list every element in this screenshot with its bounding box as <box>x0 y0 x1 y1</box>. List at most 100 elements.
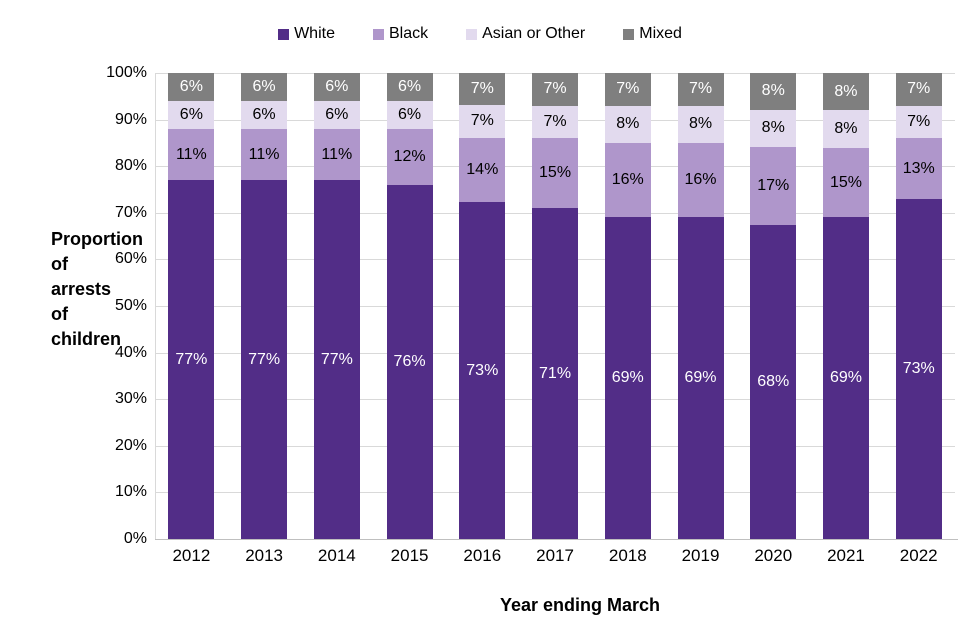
y-axis-title: Proportion of arrests of children <box>2 227 143 352</box>
bar-column-2013: 77% 11% 6% 6% <box>228 73 301 539</box>
x-tick-label: 2012 <box>172 546 211 565</box>
data-label: 7% <box>470 80 494 98</box>
y-tick-label: 0% <box>123 530 147 547</box>
data-label: 76% <box>393 352 426 370</box>
bar-segment-asian-or-other: 6% <box>168 100 215 129</box>
y-axis-line <box>155 73 156 539</box>
data-label: 8% <box>761 119 785 137</box>
legend-swatch-icon <box>372 28 384 40</box>
data-label: 77% <box>320 350 353 368</box>
bar-segment-mixed: 7% <box>532 73 579 106</box>
bar-segment-mixed: 7% <box>604 73 651 106</box>
data-label: 68% <box>757 373 790 391</box>
legend-label: White <box>294 25 335 42</box>
data-label: 73% <box>902 359 935 377</box>
bar-segment-mixed: 8% <box>822 73 869 111</box>
bar-segment-asian-or-other: 8% <box>677 105 724 143</box>
bar-segment-white: 77% <box>313 180 360 539</box>
bar-segment-black: 14% <box>459 137 506 203</box>
data-label: 8% <box>688 115 713 133</box>
data-label: 71% <box>539 364 572 382</box>
bar-segment-black: 16% <box>604 142 651 218</box>
legend-swatch-icon <box>466 28 478 40</box>
data-label: 15% <box>829 173 862 191</box>
bar-segment-mixed: 7% <box>677 73 724 106</box>
bar-segment-asian-or-other: 8% <box>750 109 797 147</box>
bar-segment-black: 13% <box>895 138 942 199</box>
bar-segment-white: 77% <box>241 180 288 539</box>
bars-container: 77% 11% 6% 6% 77% 11% 6% 6% 77% 11% 6% 6% 76% 12% 6% 6%… <box>155 73 955 539</box>
y-tick-label: 70% <box>114 203 147 221</box>
data-label: 8% <box>834 82 858 100</box>
data-label: 7% <box>616 80 640 98</box>
bar-column-2014: 77% 11% 6% 6% <box>300 73 373 539</box>
data-label: 6% <box>179 78 203 95</box>
data-label: 11% <box>321 145 353 163</box>
bar-segment-black: 11% <box>168 128 215 181</box>
bar-column-2018: 69% 16% 8% 7% <box>591 73 664 539</box>
legend-item: Black <box>372 25 429 43</box>
x-axis-labels: 2012 2013 2014 2015 2016 2017 2018 2019 2020 2021… <box>155 546 955 566</box>
bar-column-2020: 68% 17% 8% 8% <box>737 73 810 539</box>
data-label: 69% <box>684 369 717 387</box>
y-axis-title-text: Proportion of arrests of children <box>51 229 143 349</box>
bar-segment-white: 69% <box>677 217 724 539</box>
bar-segment-asian-or-other: 7% <box>459 105 506 138</box>
bar-segment-black: 15% <box>532 138 579 209</box>
bar-column-2021: 69% 15% 8% 8% <box>810 73 883 539</box>
data-label: 6% <box>398 105 422 123</box>
bar-segment-white: 76% <box>386 184 433 539</box>
data-label: 77% <box>248 350 281 368</box>
data-label: 7% <box>543 80 567 98</box>
legend-label: Mixed <box>639 25 682 42</box>
data-label: 11% <box>248 145 280 163</box>
legend-label: Black <box>388 25 429 42</box>
y-tick-label: 10% <box>114 483 147 501</box>
data-label: 6% <box>252 105 276 123</box>
bar-column-2016: 73% 14% 7% 7% <box>446 73 519 539</box>
bar-segment-white: 69% <box>604 217 651 539</box>
data-label: 6% <box>179 105 203 123</box>
bar-segment-black: 11% <box>241 128 288 181</box>
x-tick-label: 2020 <box>754 546 793 565</box>
bar-segment-black: 15% <box>822 147 869 218</box>
x-tick-label: 2021 <box>827 546 865 565</box>
data-label: 13% <box>902 159 935 177</box>
bar-segment-asian-or-other: 8% <box>822 110 869 148</box>
data-label: 8% <box>834 119 858 137</box>
y-tick-label: 100% <box>106 64 147 81</box>
bar-segment-white: 71% <box>532 208 579 539</box>
bar-segment-white: 73% <box>895 198 942 539</box>
x-tick-label: 2013 <box>245 546 284 565</box>
bar-segment-asian-or-other: 6% <box>386 100 433 129</box>
legend-swatch-icon <box>278 28 290 40</box>
data-label: 17% <box>757 177 790 195</box>
data-label: 15% <box>539 164 572 182</box>
bar-segment-asian-or-other: 6% <box>241 100 288 129</box>
data-label: 69% <box>611 369 644 387</box>
bar-segment-mixed: 7% <box>895 73 942 106</box>
data-label: 77% <box>175 350 208 368</box>
bar-segment-black: 11% <box>313 128 360 181</box>
x-axis-title: Year ending March <box>499 595 661 615</box>
bar-segment-mixed: 6% <box>168 73 215 101</box>
y-tick-label: 60% <box>114 250 147 268</box>
legend-item: Asian or Other <box>466 25 585 43</box>
bar-column-2012: 77% 11% 6% 6% <box>155 73 228 539</box>
data-label: 7% <box>470 112 494 130</box>
bar-segment-white: 68% <box>750 225 797 539</box>
data-label: 7% <box>907 80 931 98</box>
x-tick-label: 2017 <box>536 546 574 565</box>
data-label: 8% <box>761 82 785 100</box>
bar-segment-mixed: 6% <box>313 73 360 101</box>
bar-segment-mixed: 7% <box>459 73 506 106</box>
legend-item: Mixed <box>623 25 682 43</box>
data-label: 16% <box>611 171 644 189</box>
bar-segment-mixed: 8% <box>750 73 797 110</box>
x-tick-label: 2018 <box>608 546 647 565</box>
y-tick-label: 30% <box>114 390 147 408</box>
data-label: 11% <box>175 145 207 163</box>
data-label: 69% <box>829 369 862 387</box>
bar-segment-asian-or-other: 7% <box>532 105 579 139</box>
